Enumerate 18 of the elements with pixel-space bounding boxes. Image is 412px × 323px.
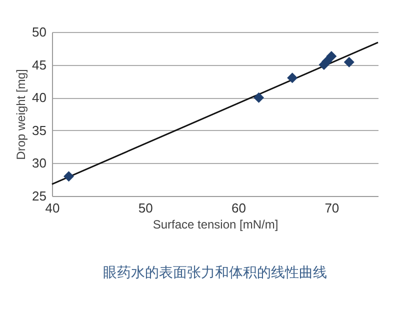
- x-tick-label: 60: [232, 200, 246, 216]
- point: [254, 92, 264, 103]
- point: [287, 72, 298, 84]
- point: [326, 51, 337, 62]
- point: [64, 171, 74, 182]
- y-tick-label: 25: [32, 188, 46, 204]
- y-tick-label: 30: [32, 156, 46, 171]
- y-tick-label: 45: [32, 57, 46, 72]
- x-tick-label: 70: [324, 200, 340, 216]
- y-axis-title: Drop weight [mg]: [14, 69, 28, 160]
- x-tick-label: 40: [45, 200, 60, 216]
- text: 眼药水的表面张力和体积的线性曲线: [103, 265, 327, 281]
- y-tick-label: 40: [32, 90, 46, 106]
- y-tick-label: 35: [32, 122, 46, 138]
- point: [344, 56, 354, 68]
- x-axis-title: Surface tension [mN/m]: [152, 218, 278, 232]
- y-tick-label: 50: [32, 24, 46, 40]
- x-tick-label: 50: [138, 200, 153, 216]
